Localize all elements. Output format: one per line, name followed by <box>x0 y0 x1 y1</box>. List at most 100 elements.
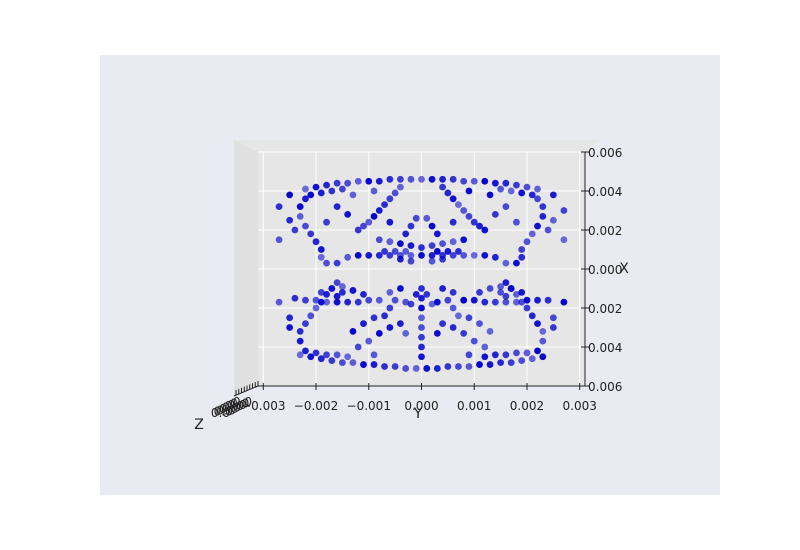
scatter-point <box>439 255 446 263</box>
scatter-point <box>317 355 325 363</box>
scatter-point <box>397 183 404 191</box>
scatter-point <box>312 296 320 304</box>
scatter-point <box>323 218 330 226</box>
scatter-point <box>375 329 383 337</box>
x-tick-label: −0.002 <box>294 399 338 413</box>
scatter-point <box>481 353 489 361</box>
scatter-point <box>476 361 483 368</box>
scatter-point <box>460 329 468 337</box>
scatter-point <box>275 236 283 244</box>
scatter-point <box>470 337 478 345</box>
scatter-point <box>307 191 315 199</box>
scatter-point <box>344 353 352 361</box>
scatter-point <box>296 328 304 335</box>
scatter-point <box>523 349 531 357</box>
x-axis-ticks: −0.003 −0.002 −0.001 0.000 0.001 0.002 0.003 <box>241 383 597 413</box>
scatter-point <box>375 296 383 304</box>
scatter-point <box>397 240 404 248</box>
scatter-point <box>412 290 420 298</box>
scatter-point <box>449 175 457 183</box>
scatter-point <box>481 177 489 185</box>
scatter-point <box>539 203 547 211</box>
scatter-point <box>560 236 568 244</box>
scatter-point <box>354 226 362 234</box>
scatter-point <box>433 329 441 337</box>
scatter-point <box>381 248 388 255</box>
scatter-point <box>502 279 510 287</box>
z-axis-ticks: 0.00.00.00.00.00.00.00.00.0 <box>211 381 259 420</box>
scatter-point <box>349 287 357 294</box>
scatter-point <box>386 324 394 331</box>
scatter-point <box>386 238 394 246</box>
scatter-point <box>502 259 510 267</box>
scatter-point <box>486 285 494 292</box>
y-tick-label: 0.002 <box>588 224 622 238</box>
scatter-point <box>497 359 505 366</box>
scatter-point <box>534 320 541 327</box>
scatter-point <box>317 189 325 197</box>
scatter-point <box>439 183 446 191</box>
y-tick-label: 0.004 <box>588 341 622 355</box>
scatter-point <box>333 351 341 359</box>
scatter-point <box>518 298 526 306</box>
scatter-point <box>286 324 294 331</box>
scatter-point <box>423 365 431 372</box>
z-tick-label: 0.0 <box>227 398 246 412</box>
scatter-point <box>375 177 383 185</box>
scatter-point <box>507 285 515 292</box>
scatter-point <box>370 314 378 322</box>
scatter-point <box>386 304 394 312</box>
scatter-point <box>344 298 352 306</box>
scatter-point <box>486 361 494 368</box>
scatter-point <box>486 328 494 335</box>
scatter-point <box>333 279 341 287</box>
scatter-point <box>333 292 341 300</box>
scatter-point <box>549 324 557 331</box>
scatter-point <box>439 320 446 327</box>
scatter-point <box>439 285 446 292</box>
scatter-point <box>523 304 531 312</box>
scatter-point <box>497 283 505 290</box>
scatter-point <box>560 298 568 306</box>
scatter-point <box>381 363 388 370</box>
scatter-point <box>539 353 547 361</box>
scatter-point <box>534 347 541 355</box>
scatter-point <box>381 201 388 209</box>
scatter-point <box>323 351 330 359</box>
scatter-point <box>444 189 452 197</box>
scatter-point <box>375 236 383 244</box>
x-axis-label: Y <box>413 406 423 422</box>
scatter-point <box>455 248 462 255</box>
scatter-point <box>354 298 362 306</box>
scatter-point <box>333 179 341 187</box>
scatter-point <box>328 357 336 365</box>
scatter-point <box>323 290 330 298</box>
scatter-point <box>539 328 547 335</box>
scatter-point <box>513 181 520 189</box>
scatter-point <box>418 175 425 183</box>
scatter-point <box>523 296 531 304</box>
scatter-point <box>370 187 378 195</box>
scatter-point <box>296 351 304 359</box>
scatter-point <box>465 187 473 195</box>
scatter-point <box>365 218 373 226</box>
scatter-point <box>381 312 388 320</box>
scatter-point <box>407 242 415 250</box>
scatter-point <box>302 195 309 203</box>
scatter-point <box>302 222 309 230</box>
scatter-point <box>444 248 452 255</box>
scatter-point <box>317 298 325 306</box>
scatter-point <box>360 290 367 298</box>
scatter-point <box>386 218 394 226</box>
scatter-point <box>544 296 552 304</box>
scatter-point <box>470 296 478 304</box>
scatter-point <box>349 191 357 199</box>
scatter-point <box>460 236 468 244</box>
scatter-point <box>338 289 346 296</box>
scatter-point <box>333 298 341 306</box>
scatter-point <box>428 242 436 250</box>
scatter-point <box>502 298 510 306</box>
scatter-point <box>312 238 320 246</box>
scatter-point <box>412 214 420 222</box>
scatter-point <box>317 253 325 261</box>
